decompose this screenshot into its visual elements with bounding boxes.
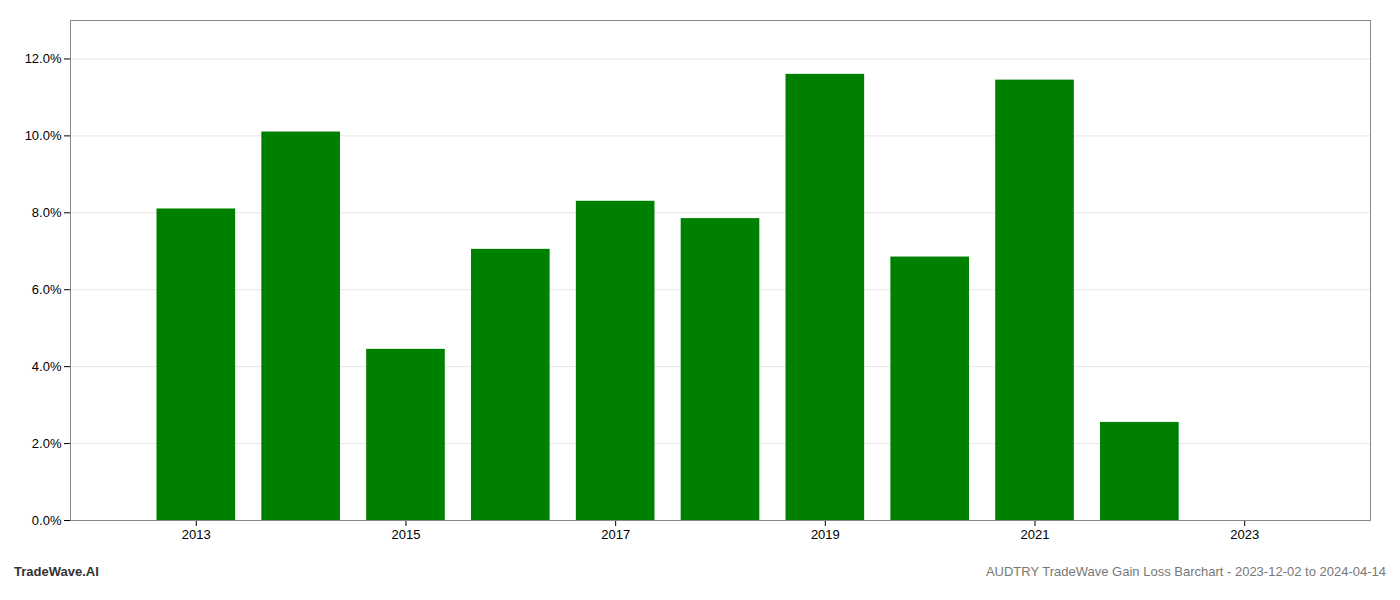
svg-text:10.0%: 10.0% [25, 128, 62, 143]
svg-text:0.0%: 0.0% [32, 513, 62, 528]
svg-text:2023: 2023 [1230, 527, 1259, 542]
svg-text:2013: 2013 [182, 527, 211, 542]
svg-text:2015: 2015 [392, 527, 421, 542]
svg-text:8.0%: 8.0% [32, 205, 62, 220]
html-text:AUDTRY TradeWave Gain Loss Bar: AUDTRY TradeWave Gain Loss Barchart - 20… [985, 564, 1386, 579]
svg-text:4.0%: 4.0% [32, 359, 62, 374]
svg-text:2.0%: 2.0% [32, 436, 62, 451]
svg-text:6.0%: 6.0% [32, 282, 62, 297]
html-text:TradeWave.AI: TradeWave.AI [14, 564, 99, 579]
svg-text:2021: 2021 [1021, 527, 1050, 542]
svg-text:2017: 2017 [601, 527, 630, 542]
svg-text:12.0%: 12.0% [25, 51, 62, 66]
svg-text:2019: 2019 [811, 527, 840, 542]
